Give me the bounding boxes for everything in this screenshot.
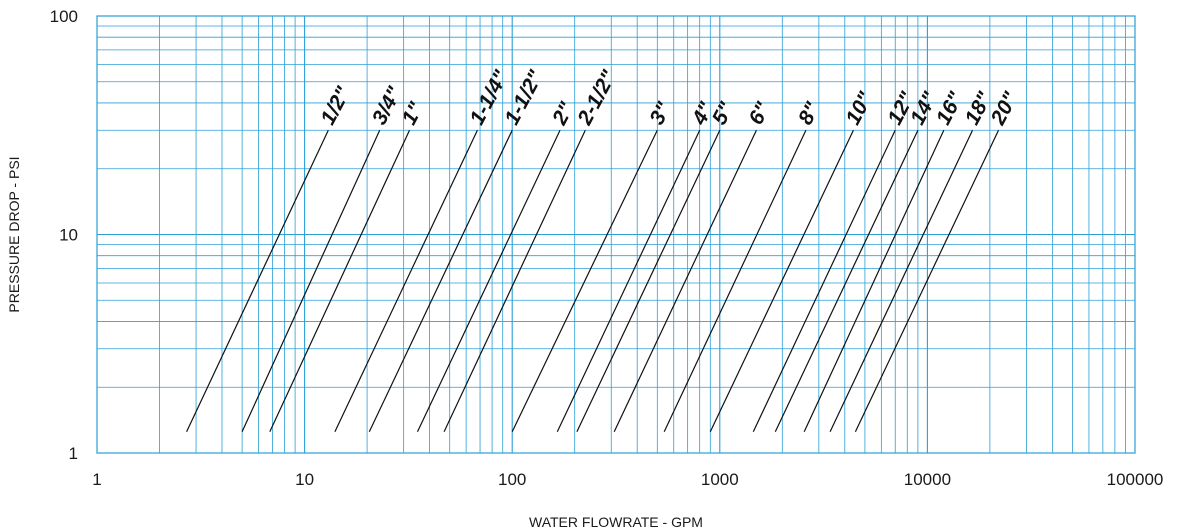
- curves: [186, 129, 1000, 433]
- y-axis-label: PRESSURE DROP - PSI: [6, 156, 22, 312]
- grid: [97, 16, 1135, 453]
- pipe-size-curve: [774, 129, 919, 433]
- x-tick-label: 100000: [1107, 470, 1164, 489]
- pipe-size-curve: [334, 129, 478, 433]
- pipe-size-curve: [829, 129, 974, 433]
- pipe-size-curve: [803, 129, 945, 433]
- tick-labels: 1 10 100 1000 10000 100000 1 10 100: [50, 7, 1164, 489]
- x-tick-label: 10000: [904, 470, 951, 489]
- pipe-size-label: 16": [932, 87, 968, 128]
- pipe-size-label: 2-1/2": [573, 66, 621, 130]
- size-labels: 1/2" 3/4"1" 1-1/4"1-1/2" 2"2-1/2" 3" 4"5" 6" 8"…: [316, 66, 1023, 130]
- pipe-size-curve: [241, 129, 381, 433]
- pipe-size-curve: [443, 129, 586, 433]
- pipe-size-curve: [269, 129, 411, 433]
- pipe-size-curve: [416, 129, 561, 433]
- pipe-size-curve: [186, 129, 329, 433]
- pipe-size-label: 8": [794, 98, 825, 129]
- pipe-size-label: 3/4": [368, 82, 407, 128]
- pipe-size-label: 3": [645, 98, 676, 129]
- pipe-size-curve: [556, 129, 701, 433]
- pipe-size-curve: [368, 129, 513, 433]
- x-tick-label: 100: [498, 470, 526, 489]
- pipe-size-label: 10": [842, 87, 878, 128]
- pipe-size-curve: [576, 129, 721, 433]
- pipe-size-label: 6": [745, 98, 776, 129]
- pipe-size-curve: [663, 129, 807, 433]
- y-tick-label: 1: [69, 444, 78, 463]
- pipe-size-curve: [511, 129, 658, 433]
- pipe-size-curve: [709, 129, 854, 433]
- pipe-size-curve: [752, 129, 896, 433]
- pipe-size-label: 1": [398, 98, 429, 129]
- pipe-size-curve: [854, 129, 1000, 433]
- pipe-size-label: 1/2": [316, 82, 355, 128]
- x-tick-label: 10: [295, 470, 314, 489]
- pipe-size-label: 20": [986, 87, 1023, 129]
- pipe-size-label: 5": [708, 98, 739, 129]
- y-tick-label: 10: [59, 226, 78, 245]
- x-axis-label: WATER FLOWRATE - GPM: [529, 514, 703, 530]
- y-tick-label: 100: [50, 7, 78, 26]
- x-tick-label: 1: [92, 470, 101, 489]
- plot-frame: [96, 15, 1136, 454]
- x-tick-label: 1000: [701, 470, 739, 489]
- pipe-size-curve: [613, 129, 757, 433]
